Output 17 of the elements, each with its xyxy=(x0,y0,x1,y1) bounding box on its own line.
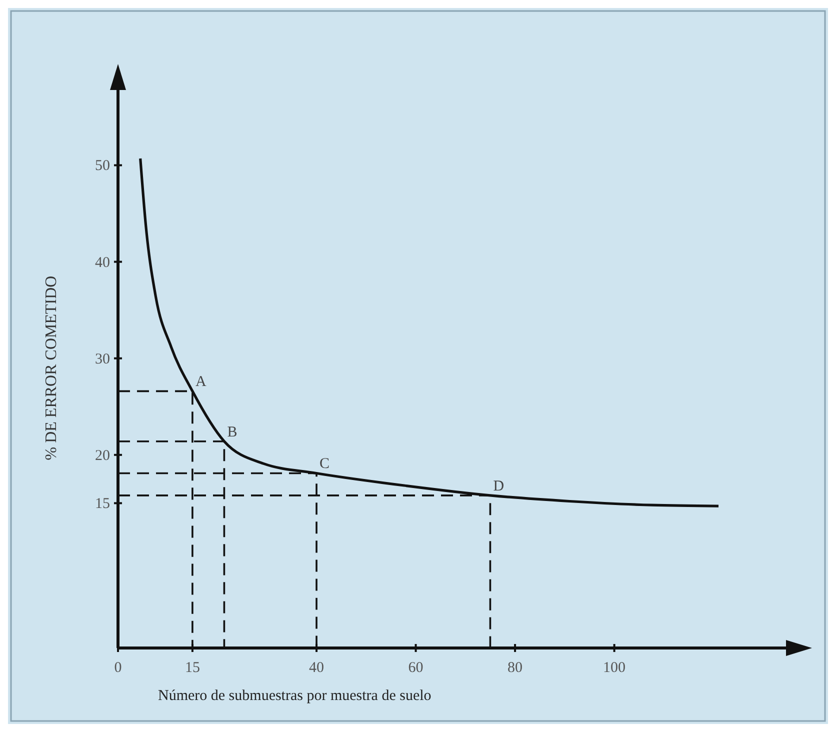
x-tick-label: 60 xyxy=(408,660,424,676)
y-axis-title: % DE ERROR COMETIDO xyxy=(43,276,60,460)
x-axis-title: Número de submuestras por muestra de suelo xyxy=(158,688,432,704)
y-tick-label: 15 xyxy=(95,496,110,512)
x-tick-label: 100 xyxy=(603,660,626,676)
y-tick-label: 40 xyxy=(95,254,110,271)
y-tick-label: 50 xyxy=(95,158,110,174)
x-tick-label: 15 xyxy=(184,660,200,676)
x-tick-label: 0 xyxy=(114,660,122,676)
annotation: C xyxy=(320,456,330,472)
y-tick-label: 30 xyxy=(95,351,110,368)
x-tick-label: 80 xyxy=(508,660,523,676)
annotation: D xyxy=(493,478,504,494)
annotation: B xyxy=(227,424,238,440)
annotation: A xyxy=(195,374,206,390)
y-tick-label: 20 xyxy=(95,448,110,464)
x-tick-label: 40 xyxy=(309,660,324,676)
